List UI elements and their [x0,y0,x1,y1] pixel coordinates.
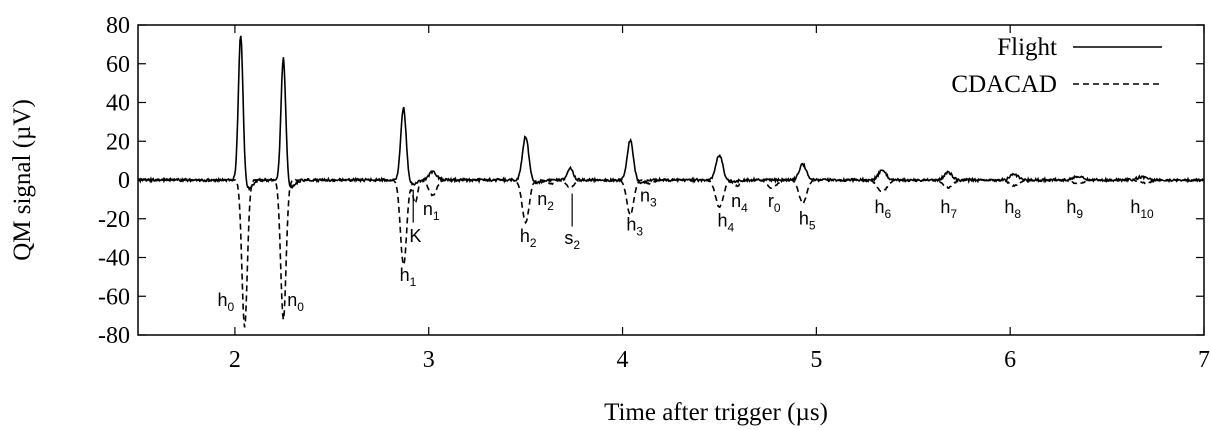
peak-label-n1: n1 [423,199,440,223]
peak-label-s2: s2 [564,228,580,252]
legend: Flight CDACAD [951,34,1162,98]
legend-label-cdacad: CDACAD [951,71,1057,98]
y-tick-label: 80 [106,13,130,39]
y-tick-label: 20 [106,129,130,155]
x-axis-title: Time after trigger (µs) [604,399,828,426]
y-tick-label: -80 [98,323,130,349]
peak-label-h9: h9 [1066,197,1083,221]
peak-label-h10: h10 [1130,197,1154,221]
peak-label-h7: h7 [940,197,957,221]
plot-frame: 80 60 40 20 0 -20 -40 -60 -80 2 3 4 5 6 7 [98,13,1210,373]
y-tick-label: -20 [98,207,130,233]
y-axis-title: QM signal (µV) [9,99,36,261]
y-tick-label: 60 [106,52,130,78]
x-tick-label: 2 [229,347,241,373]
legend-label-flight: Flight [997,34,1057,61]
peak-label-n3: n3 [640,185,657,209]
x-tick-label: 7 [1198,347,1210,373]
x-tick-label: 6 [1004,347,1016,373]
peak-label-h3: h3 [626,214,643,238]
peak-label-h4: h4 [718,211,735,235]
peak-label-n0: n0 [287,290,304,314]
peak-label-h6: h6 [875,197,892,221]
x-tick-label: 5 [810,347,822,373]
peak-label-n4: n4 [731,191,748,215]
y-tick-label: -40 [98,246,130,272]
series-line-cdacad [137,178,1205,328]
y-tick-label: 40 [106,91,130,117]
peak-label-K: K [409,226,421,246]
x-tick-label: 3 [423,347,435,373]
peak-label-r0: r0 [768,191,781,215]
peak-label-h8: h8 [1004,197,1021,221]
peak-label-h1: h1 [400,265,417,289]
peak-label-h2: h2 [520,226,537,250]
peak-label-h5: h5 [799,209,816,233]
y-tick-label: 0 [118,168,130,194]
peak-label-h0: h0 [217,290,234,314]
series-layer [137,35,1205,328]
peak-label-n2: n2 [537,189,554,213]
x-tick-label: 4 [617,347,629,373]
y-tick-label: -60 [98,284,130,310]
